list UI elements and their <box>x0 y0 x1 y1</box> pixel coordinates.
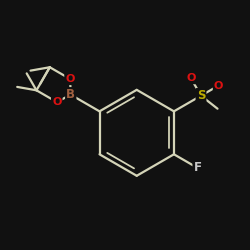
Text: O: O <box>186 73 196 83</box>
Text: O: O <box>214 80 223 90</box>
Text: O: O <box>66 74 75 84</box>
Text: O: O <box>52 97 62 107</box>
Text: F: F <box>194 162 202 174</box>
Text: S: S <box>197 89 205 102</box>
Text: B: B <box>66 88 75 101</box>
